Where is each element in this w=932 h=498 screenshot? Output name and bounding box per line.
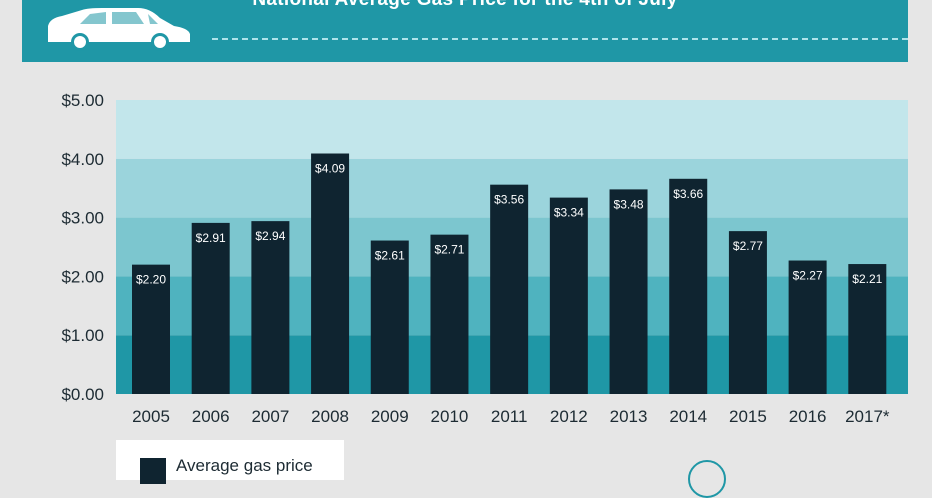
bar: [549, 197, 588, 394]
car-icon: [48, 8, 190, 51]
x-tick-label: 2008: [311, 407, 349, 426]
x-tick-label: 2015: [729, 407, 767, 426]
x-tick-label: 2013: [610, 407, 648, 426]
bar-value-label: $2.27: [793, 269, 823, 283]
bar-value-label: $3.48: [614, 197, 644, 211]
x-tick-label: 2017*: [845, 407, 890, 426]
bar-value-label: $2.71: [434, 243, 464, 257]
bar-value-label: $2.77: [733, 239, 763, 253]
chart-title: National Average Gas Price for the 4th o…: [22, 0, 908, 11]
bar: [311, 153, 350, 394]
header-banner: National Average Gas Price for the 4th o…: [22, 0, 908, 62]
bar: [669, 178, 708, 394]
bars: $2.20 $2.91 $2.94 $4.09 $2.61 $2.71 $3.56 $3.34…: [132, 153, 887, 394]
bar: [191, 222, 230, 394]
x-tick-label: 2006: [192, 407, 230, 426]
background-band: [116, 100, 908, 159]
x-tick-label: 2009: [371, 407, 409, 426]
legend: Average gas price: [116, 440, 344, 484]
bar: [490, 184, 529, 394]
y-axis-ticks: $0.00 $1.00 $2.00 $3.00 $4.00 $5.00: [61, 91, 104, 404]
bar: [609, 189, 648, 394]
bar: [848, 264, 887, 394]
x-tick-label: 2007: [251, 407, 289, 426]
bar: [788, 260, 827, 394]
bar-value-label: $2.61: [375, 249, 405, 263]
y-tick-label: $4.00: [61, 150, 104, 169]
y-tick-label: $2.00: [61, 267, 104, 286]
y-tick-label: $0.00: [61, 385, 104, 404]
bar: [728, 231, 767, 394]
bar: [132, 264, 170, 394]
bar-value-label: $2.91: [196, 231, 226, 245]
bar-value-label: $3.56: [494, 193, 524, 207]
x-tick-label: 2010: [431, 407, 469, 426]
legend-swatch: [140, 458, 166, 484]
bar: [251, 221, 290, 394]
bar-value-label: $4.09: [315, 162, 345, 176]
bar-value-label: $3.34: [554, 206, 584, 220]
bar-value-label: $2.20: [136, 273, 166, 287]
y-tick-label: $3.00: [61, 209, 104, 228]
bar: [430, 234, 469, 394]
logo-mark: [688, 460, 726, 498]
x-tick-label: 2014: [669, 407, 707, 426]
x-tick-label: 2011: [491, 407, 528, 426]
y-tick-label: $1.00: [61, 326, 104, 345]
bar-value-label: $2.94: [255, 229, 285, 243]
x-axis-ticks: 2005 2006 2007 2008 2009 2010 2011 2012 2013 2014…: [132, 407, 890, 426]
bar-value-label: $3.66: [673, 187, 703, 201]
bar: [370, 240, 409, 394]
legend-label: Average gas price: [176, 456, 313, 475]
road-dash-line: [212, 38, 908, 40]
x-tick-label: 2016: [789, 407, 827, 426]
bar-chart: $0.00 $1.00 $2.00 $3.00 $4.00 $5.00 $2.20 $2.9…: [61, 91, 908, 426]
x-tick-label: 2012: [550, 407, 588, 426]
y-tick-label: $5.00: [61, 91, 104, 110]
x-tick-label: 2005: [132, 407, 170, 426]
bar-value-label: $2.21: [852, 272, 882, 286]
